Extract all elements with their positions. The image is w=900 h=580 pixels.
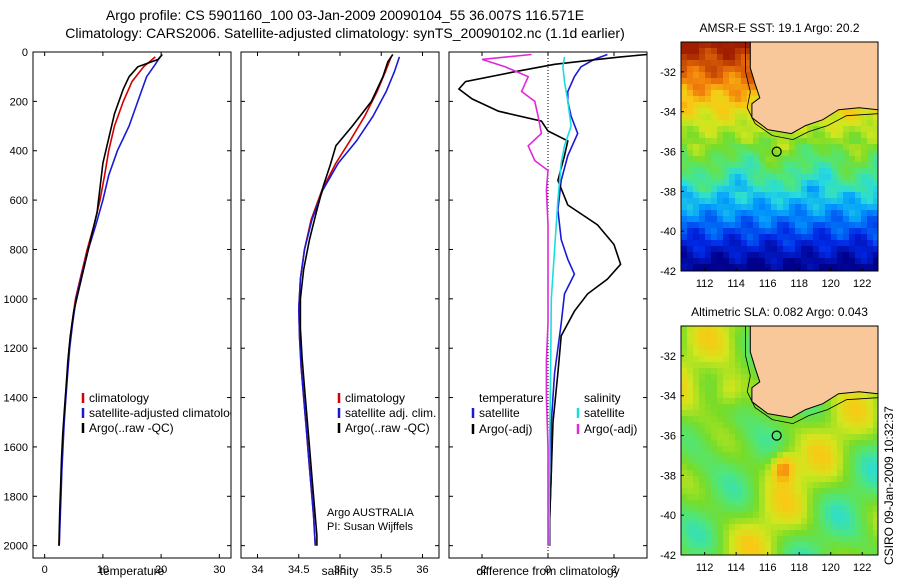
sla-map-panel: Altimetric SLA: 0.082 Argo: 0.043 112 114 1… bbox=[660, 305, 879, 574]
y-tick-label: -40 bbox=[660, 226, 676, 238]
y-tick-label: 1400 bbox=[4, 393, 28, 405]
map-frame bbox=[680, 325, 879, 556]
y-tick-label: -38 bbox=[660, 186, 676, 198]
y-tick-label: 1200 bbox=[4, 343, 28, 355]
map-title: AMSR-E SST: 19.1 Argo: 20.2 bbox=[699, 21, 859, 35]
y-tick-label: 1800 bbox=[4, 491, 28, 503]
temperature-panel: 0 10 20 30 temperature 0 200 400 600 800 1000 1200 1… bbox=[4, 47, 242, 578]
x-tick-label: 122 bbox=[853, 278, 871, 290]
map-title: Altimetric SLA: 0.082 Argo: 0.043 bbox=[691, 305, 868, 319]
legend-header: temperature bbox=[479, 391, 544, 405]
series-line bbox=[548, 56, 572, 546]
annotation-line: PI: Susan Wijffels bbox=[327, 521, 413, 533]
x-tick-label: 120 bbox=[822, 562, 840, 574]
x-axis-label: temperature bbox=[100, 564, 165, 578]
map-frame bbox=[680, 41, 879, 272]
float-marker bbox=[771, 146, 782, 157]
series-line bbox=[457, 53, 647, 546]
x-tick-label: 0 bbox=[42, 564, 48, 576]
y-tick-label: 1600 bbox=[4, 442, 28, 454]
x-tick-label: 114 bbox=[727, 562, 745, 574]
y-tick-label: 600 bbox=[10, 195, 28, 207]
x-axis-label: difference from climatology bbox=[476, 564, 619, 578]
x-tick-label: 112 bbox=[696, 278, 714, 290]
y-tick-label: -32 bbox=[660, 351, 676, 363]
x-tick-label: 20 bbox=[155, 564, 167, 576]
x-tick-label: 120 bbox=[822, 278, 840, 290]
y-tick-label: -40 bbox=[660, 510, 676, 522]
salinity-panel: 34 34.5 35 35.5 36 salinity climatologysatelli… bbox=[240, 51, 440, 578]
series-line bbox=[58, 53, 163, 546]
legend-label: satellite bbox=[479, 406, 520, 420]
x-tick-label: 116 bbox=[759, 562, 777, 574]
x-tick-label: 35 bbox=[334, 564, 346, 576]
land-mass bbox=[749, 326, 878, 419]
y-tick-label: 400 bbox=[10, 146, 28, 158]
legend-label: Argo(-adj) bbox=[479, 422, 532, 436]
title-line-1: Argo profile: CS 5901160_100 03-Jan-2009… bbox=[106, 7, 584, 23]
legend-header: salinity bbox=[584, 391, 621, 405]
y-tick-label: -36 bbox=[660, 431, 676, 443]
x-tick-label: 116 bbox=[759, 278, 777, 290]
x-tick-label: 34.5 bbox=[288, 564, 309, 576]
title-line-2: Climatology: CARS2006. Satellite-adjuste… bbox=[65, 25, 625, 41]
x-tick-label: 30 bbox=[213, 564, 225, 576]
legend-label: satellite-adjusted climatology bbox=[89, 406, 242, 420]
series-line bbox=[299, 54, 394, 546]
sst-map-panel: AMSR-E SST: 19.1 Argo: 20.2 112 114 116 118 1… bbox=[660, 21, 879, 290]
x-tick-label: 2 bbox=[611, 564, 617, 576]
legend-label: climatology bbox=[89, 391, 149, 405]
x-tick-label: 118 bbox=[790, 278, 808, 290]
y-tick-label: -42 bbox=[660, 550, 676, 562]
legend-label: satellite bbox=[584, 406, 625, 420]
legend-label: Argo(..raw -QC) bbox=[89, 421, 174, 435]
y-tick-label: -42 bbox=[660, 266, 676, 278]
float-marker bbox=[771, 430, 782, 441]
x-tick-label: 0 bbox=[545, 564, 551, 576]
y-tick-label: -32 bbox=[660, 67, 676, 79]
x-tick-label: -2 bbox=[477, 564, 487, 576]
y-tick-label: -36 bbox=[660, 147, 676, 159]
y-tick-label: 800 bbox=[10, 244, 28, 256]
legend-label: satellite adj. clim. bbox=[345, 406, 436, 420]
plot-frame bbox=[32, 51, 232, 559]
series-line bbox=[297, 56, 401, 546]
legend-label: Argo(..raw -QC) bbox=[345, 421, 430, 435]
x-tick-label: 114 bbox=[727, 278, 745, 290]
map-field bbox=[681, 42, 878, 271]
y-tick-label: 1000 bbox=[4, 294, 28, 306]
x-tick-label: 35.5 bbox=[371, 564, 392, 576]
x-tick-label: 112 bbox=[696, 562, 714, 574]
x-tick-label: 10 bbox=[97, 564, 109, 576]
y-tick-label: 2000 bbox=[4, 541, 28, 553]
x-tick-label: 36 bbox=[416, 564, 428, 576]
y-tick-label: -34 bbox=[660, 107, 676, 119]
x-tick-label: 118 bbox=[790, 562, 808, 574]
series-line bbox=[481, 53, 549, 546]
shelf-contour bbox=[745, 42, 878, 141]
timestamp-label: CSIRO 09-Jan-2009 10:32:37 bbox=[882, 406, 896, 565]
x-tick-label: 34 bbox=[251, 564, 263, 576]
legend-label: Argo(-adj) bbox=[584, 422, 637, 436]
y-tick-label: 200 bbox=[10, 96, 28, 108]
y-tick-label: -38 bbox=[660, 470, 676, 482]
plot-frame bbox=[240, 51, 440, 559]
y-tick-label: -34 bbox=[660, 391, 676, 403]
x-tick-label: 122 bbox=[853, 562, 871, 574]
x-axis-label: salinity bbox=[322, 564, 359, 578]
legend-label: climatology bbox=[345, 391, 405, 405]
shelf-contour bbox=[745, 326, 878, 425]
annotation-line: Argo AUSTRALIA bbox=[327, 507, 414, 519]
y-tick-label: 0 bbox=[22, 47, 28, 59]
land-mass bbox=[749, 42, 878, 135]
